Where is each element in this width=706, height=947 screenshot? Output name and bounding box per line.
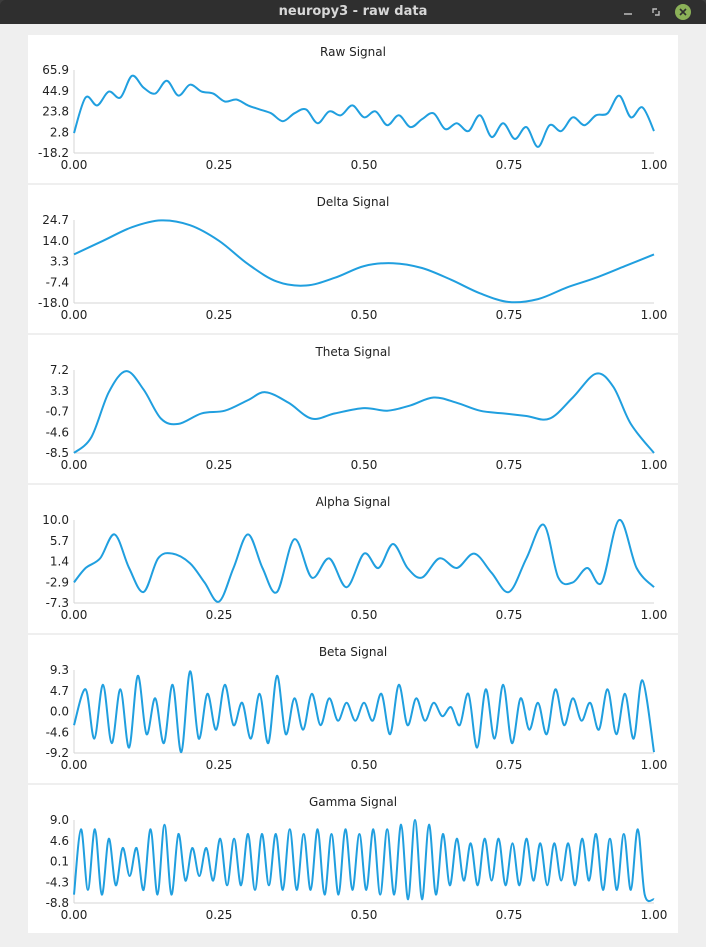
x-tick-label: 0.50 [351,458,378,472]
beta-signal-chart: Beta Signal 9.3 4.7 0.0 -4.6 -9.20.00 0.25 0.50… [46,645,668,772]
y-tick-label: 7.2 [50,363,69,377]
chart-panel-alpha: Alpha Signal 10.0 5.7 1.4 -2.9 -7.3 0.00 0.25 0.… [28,485,678,633]
maximize-button[interactable] [648,4,664,20]
y-tick-label: -4.6 [46,425,69,439]
x-tick-label: 1.00 [641,908,668,922]
x-tick-label: 0.25 [206,158,233,172]
x-tick-label: 0.00 [61,908,88,922]
window-title: neuropy3 - raw data [278,4,428,19]
y-tick-label: 2.8 [50,125,69,139]
alpha-signal-chart: Alpha Signal 10.0 5.7 1.4 -2.9 -7.30.00 0.25 0.… [42,495,668,622]
maximize-icon [652,8,660,16]
x-tick-label: 0.75 [496,308,523,322]
y-tick-label: 65.9 [42,63,69,77]
y-tick-label: -8.8 [46,896,69,910]
y-tick-label: 10.0 [42,513,69,527]
chart-panel-delta: Delta Signal 24.7 14.0 3.3 -7.4 -18.0 0.00 0.25… [28,185,678,333]
x-tick-label: 0.50 [351,908,378,922]
x-tick-label: 1.00 [641,608,668,622]
x-tick-label: 0.25 [206,458,233,472]
delta-signal-chart: Delta Signal 24.7 14.0 3.3 -7.4 -18.00.00 0.25… [38,195,668,322]
y-tick-label: 5.7 [50,534,69,548]
series-line [73,819,655,903]
y-tick-label: 0.0 [50,705,69,719]
y-tick-label: 0.1 [50,855,69,869]
y-tick-label: 14.0 [42,234,69,248]
chart-title: Gamma Signal [309,795,397,809]
y-tick-label: 4.6 [50,834,69,848]
x-tick-label: 1.00 [641,158,668,172]
chart-title: Delta Signal [317,195,390,209]
y-tick-label: 1.4 [50,555,69,569]
x-tick-label: 0.75 [496,608,523,622]
chart-panel-raw: Raw Signal 65.9 44.9 23.8 2.8 -18.2 0.00 0.25 0.… [28,35,678,183]
x-tick-label: 0.50 [351,758,378,772]
y-tick-label: 44.9 [42,84,69,98]
x-tick-label: 0.25 [206,758,233,772]
x-tick-label: 0.00 [61,308,88,322]
x-tick-label: 1.00 [641,308,668,322]
y-tick-label: -2.9 [46,575,69,589]
chart-title: Theta Signal [314,345,390,359]
x-tick-label: 0.50 [351,158,378,172]
series-line [73,74,655,148]
x-tick-label: 0.00 [61,158,88,172]
x-tick-label: 0.25 [206,908,233,922]
x-tick-label: 0.75 [496,908,523,922]
y-tick-label: -7.4 [46,275,69,289]
gamma-signal-chart: Gamma Signal 9.0 4.6 0.1 -4.3 -8.80.00 0.25 0.5… [46,795,668,922]
minimize-button[interactable] [620,4,636,20]
y-tick-label: -4.3 [46,875,69,889]
minimize-icon [624,13,632,15]
x-tick-label: 0.25 [206,308,233,322]
chart-title: Beta Signal [319,645,387,659]
x-tick-label: 0.00 [61,758,88,772]
y-tick-label: 24.7 [42,213,69,227]
chart-title: Raw Signal [320,45,386,59]
x-tick-label: 0.50 [351,608,378,622]
y-tick-label: -0.7 [46,405,69,419]
y-tick-label: -7.3 [46,596,69,610]
chart-panel-theta: Theta Signal 7.2 3.3 -0.7 -4.6 -8.5 0.00 0.25 0.… [28,335,678,483]
y-tick-label: 9.0 [50,813,69,827]
x-tick-label: 0.00 [61,458,88,472]
x-tick-label: 0.00 [61,608,88,622]
x-tick-label: 0.75 [496,758,523,772]
y-tick-label: 9.3 [50,663,69,677]
series-line [73,370,655,454]
x-tick-label: 1.00 [641,758,668,772]
y-tick-label: -18.0 [38,296,69,310]
x-tick-label: 0.50 [351,308,378,322]
x-tick-label: 0.25 [206,608,233,622]
close-button[interactable] [675,4,691,20]
chart-panel-gamma: Gamma Signal 9.0 4.6 0.1 -4.3 -8.8 0.00 0.25 0.5… [28,785,678,933]
y-tick-label: -18.2 [38,146,69,160]
close-icon [679,8,687,16]
chart-title: Alpha Signal [316,495,391,509]
y-tick-label: 3.3 [50,255,69,269]
y-tick-label: -8.5 [46,446,69,460]
x-tick-label: 0.75 [496,158,523,172]
y-tick-label: -9.2 [46,746,69,760]
y-tick-label: 3.3 [50,384,69,398]
x-tick-label: 0.75 [496,458,523,472]
theta-signal-chart: Theta Signal 7.2 3.3 -0.7 -4.6 -8.50.00 0.25 0.… [46,345,668,472]
y-tick-label: -4.6 [46,725,69,739]
title-bar[interactable]: neuropy3 - raw data [0,0,706,24]
y-tick-label: 23.8 [42,105,69,119]
chart-area: Raw Signal 65.9 44.9 23.8 2.8 -18.2 0.00 0.25 0.… [0,24,706,947]
x-tick-label: 1.00 [641,458,668,472]
series-line [73,518,655,603]
raw-signal-chart: Raw Signal 65.9 44.9 23.8 2.8 -18.20.00 0.25 0.… [38,45,668,172]
series-line [73,670,655,754]
series-line [73,219,655,304]
chart-panel-beta: Beta Signal 9.3 4.7 0.0 -4.6 -9.2 0.00 0.25 0.50… [28,635,678,783]
y-tick-label: 4.7 [50,684,69,698]
